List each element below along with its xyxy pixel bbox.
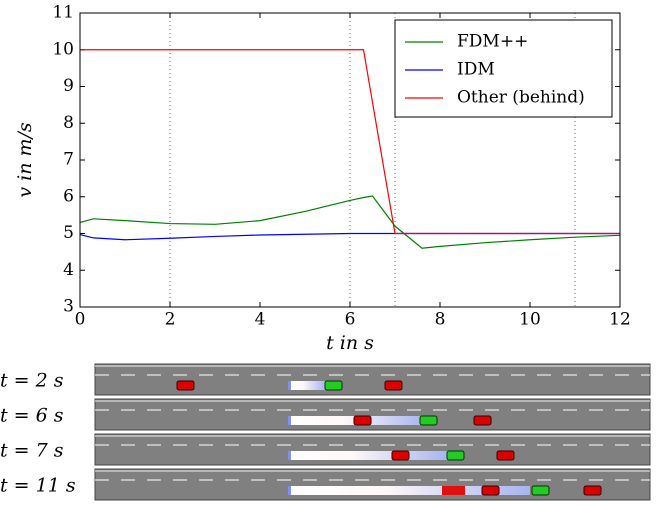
x-tick-label: 6 — [345, 310, 356, 330]
car-red — [583, 485, 602, 496]
x-tick-label: 12 — [609, 310, 631, 330]
car-red — [176, 380, 195, 391]
road — [94, 398, 651, 431]
car-red — [384, 380, 403, 391]
car-red — [481, 485, 500, 496]
road — [94, 468, 651, 501]
gap-edge — [288, 381, 291, 390]
plot-frame — [79, 12, 621, 308]
series-line — [80, 49, 620, 235]
car-green — [419, 415, 438, 426]
x-tick-label: 10 — [519, 310, 541, 330]
y-tick-label: 8 — [63, 113, 74, 133]
car-green — [531, 485, 550, 496]
car-red — [473, 415, 492, 426]
y-tick-label: 7 — [63, 150, 74, 170]
y-axis-label: v in m/s — [14, 122, 36, 198]
gap-edge — [288, 416, 291, 425]
x-tick-label: 0 — [75, 310, 86, 330]
gap-edge — [288, 451, 291, 460]
legend-label: IDM — [457, 60, 495, 80]
snapshot-label: t = 2 s — [0, 370, 64, 392]
y-tick-label: 9 — [63, 76, 74, 96]
y-tick-label: 5 — [63, 223, 74, 243]
snapshot-label: t = 6 s — [0, 405, 64, 427]
gap-hot — [442, 486, 465, 495]
legend-box — [394, 19, 613, 118]
gap-edge — [288, 486, 291, 495]
snapshot-label: t = 7 s — [0, 440, 64, 462]
legend-label: FDM++ — [457, 32, 528, 52]
x-axis-label: t in s — [326, 332, 374, 354]
car-green — [446, 450, 465, 461]
car-green — [324, 380, 343, 391]
x-tick-label: 8 — [435, 310, 446, 330]
car-red — [391, 450, 410, 461]
snapshot-label: t = 11 s — [0, 475, 76, 497]
x-tick-label: 2 — [165, 310, 176, 330]
y-tick-label: 10 — [52, 39, 74, 59]
y-tick-label: 6 — [63, 186, 74, 206]
gap-indicator — [288, 486, 530, 495]
car-red — [353, 415, 372, 426]
y-tick-label: 3 — [63, 297, 74, 317]
legend-label: Other (behind) — [457, 88, 585, 108]
gap-indicator — [288, 381, 325, 390]
y-tick-label: 11 — [52, 3, 74, 23]
gap-indicator — [288, 451, 448, 460]
road — [94, 433, 651, 466]
car-red — [496, 450, 515, 461]
series-line — [79, 195, 621, 249]
y-tick-label: 4 — [63, 260, 74, 280]
x-tick-label: 4 — [255, 310, 266, 330]
